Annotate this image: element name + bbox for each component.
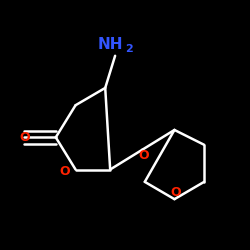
Text: O: O bbox=[138, 150, 149, 162]
Text: NH: NH bbox=[98, 37, 123, 52]
Text: O: O bbox=[59, 166, 70, 178]
Text: O: O bbox=[20, 131, 30, 144]
Text: 2: 2 bbox=[125, 44, 132, 54]
Text: O: O bbox=[170, 186, 181, 200]
